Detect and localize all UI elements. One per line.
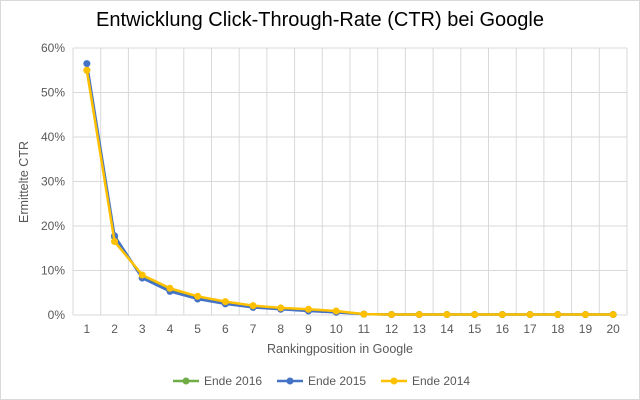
data-point bbox=[304, 305, 312, 313]
y-tick-label: 40% bbox=[41, 130, 65, 144]
data-point bbox=[194, 292, 202, 300]
legend-label: Ende 2015 bbox=[308, 374, 366, 388]
data-point bbox=[277, 304, 285, 312]
x-tick-label: 17 bbox=[523, 322, 537, 336]
y-axis-title: Ermittelte CTR bbox=[17, 141, 31, 223]
y-tick-label: 0% bbox=[48, 308, 66, 322]
x-tick-label: 18 bbox=[551, 322, 565, 336]
data-point bbox=[83, 60, 91, 68]
series-line bbox=[85, 70, 614, 316]
x-tick-label: 16 bbox=[496, 322, 510, 336]
x-tick-label: 20 bbox=[606, 322, 620, 336]
data-point bbox=[83, 66, 91, 74]
x-tick-label: 19 bbox=[579, 322, 593, 336]
x-tick-label: 10 bbox=[329, 322, 343, 336]
legend-label: Ende 2014 bbox=[412, 374, 470, 388]
axes: 0%10%20%30%40%50%60%1 2 3 4 5 6 7 8 9 10 11 12 13 14 1… bbox=[41, 41, 620, 336]
legend-marker bbox=[390, 377, 398, 385]
x-tick-label: 7 bbox=[250, 322, 257, 336]
x-tick-label: 8 bbox=[277, 322, 284, 336]
x-tick-label: 9 bbox=[305, 322, 312, 336]
x-tick-label: 13 bbox=[413, 322, 427, 336]
x-axis-title: Rankingposition in Google bbox=[267, 342, 413, 356]
x-tick-label: 14 bbox=[440, 322, 454, 336]
data-point bbox=[415, 311, 423, 319]
data-point bbox=[388, 311, 396, 319]
data-point bbox=[471, 311, 479, 319]
x-tick-label: 4 bbox=[167, 322, 174, 336]
x-tick-label: 3 bbox=[139, 322, 146, 336]
data-point bbox=[332, 307, 340, 315]
y-tick-label: 60% bbox=[41, 41, 65, 55]
x-tick-label: 6 bbox=[222, 322, 229, 336]
data-point bbox=[360, 310, 368, 318]
data-point bbox=[526, 311, 534, 319]
data-point bbox=[581, 311, 589, 319]
y-tick-label: 10% bbox=[41, 264, 65, 278]
x-tick-label: 15 bbox=[468, 322, 482, 336]
y-tick-label: 30% bbox=[41, 175, 65, 189]
x-tick-label: 5 bbox=[194, 322, 201, 336]
data-point bbox=[111, 238, 119, 246]
x-tick-label: 11 bbox=[358, 322, 371, 336]
data-point bbox=[609, 311, 617, 319]
data-point bbox=[443, 311, 451, 319]
x-tick-label: 2 bbox=[111, 322, 118, 336]
data-point bbox=[166, 284, 174, 292]
series-lines bbox=[83, 60, 617, 319]
data-point bbox=[554, 311, 562, 319]
data-point bbox=[249, 302, 257, 310]
x-tick-label: 12 bbox=[385, 322, 399, 336]
legend: Ende 2016 Ende 2015 Ende 2014 bbox=[173, 374, 470, 388]
y-tick-label: 20% bbox=[41, 219, 65, 233]
data-point bbox=[498, 311, 506, 319]
y-tick-label: 50% bbox=[41, 86, 65, 100]
legend-marker bbox=[182, 377, 190, 385]
chart-title: Entwicklung Click-Through-Rate (CTR) bei… bbox=[96, 9, 544, 31]
data-point bbox=[221, 298, 229, 306]
legend-label: Ende 2016 bbox=[204, 374, 262, 388]
legend-marker bbox=[286, 377, 294, 385]
gridlines bbox=[72, 47, 628, 316]
data-point bbox=[138, 271, 146, 279]
x-tick-label: 1 bbox=[84, 322, 91, 336]
